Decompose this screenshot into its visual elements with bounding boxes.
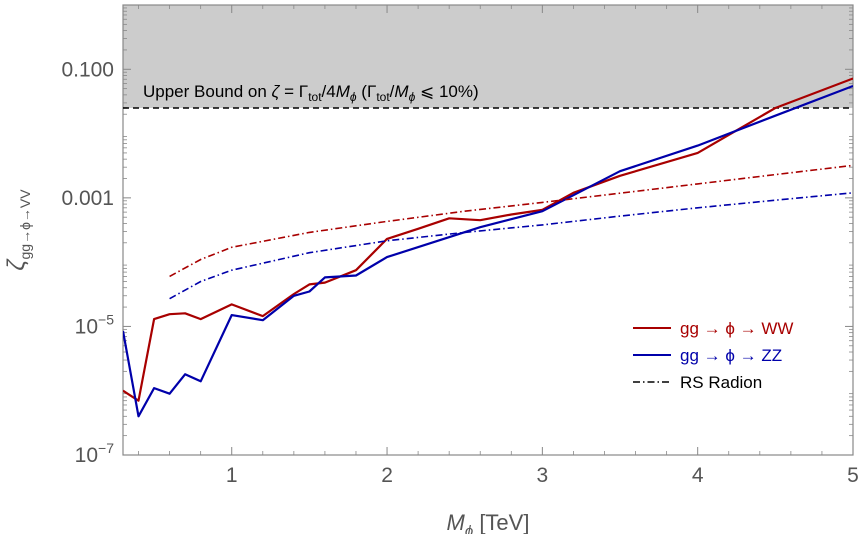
y-tick-label: 10−5 bbox=[75, 311, 115, 338]
legend-label: gg → ϕ → WW bbox=[680, 319, 793, 338]
x-axis-label: Mϕ [TeV] bbox=[447, 510, 530, 534]
x-tick-label: 2 bbox=[381, 464, 393, 487]
y-tick-label: 0.001 bbox=[61, 187, 114, 210]
y-tick-label: 0.100 bbox=[61, 58, 114, 81]
series-line-3 bbox=[169, 164, 853, 278]
legend-label: gg → ϕ → ZZ bbox=[680, 346, 782, 365]
x-tick-label: 4 bbox=[692, 464, 704, 487]
upper-bound-shaded-region bbox=[123, 5, 853, 108]
series-layer bbox=[123, 77, 853, 418]
x-tick-label: 1 bbox=[226, 464, 238, 487]
y-axis-label: ζgg→ϕ→VV bbox=[3, 189, 33, 271]
legend: gg → ϕ → WW gg → ϕ → ZZ RS Radion bbox=[633, 319, 793, 392]
plot-frame bbox=[122, 4, 854, 456]
upper-bound-label: Upper Bound on ζ = Γtot/4Mϕ (Γtot/Mϕ ⩽ 1… bbox=[143, 82, 479, 104]
series-line-4 bbox=[169, 192, 853, 300]
x-tick-label: 5 bbox=[847, 464, 859, 487]
x-tick-label: 3 bbox=[537, 464, 549, 487]
series-line-2 bbox=[123, 84, 853, 418]
axis-ticks: 1 2 3 4 5 10−7 10−5 0.001 0.100 bbox=[61, 5, 859, 487]
legend-label: RS Radion bbox=[680, 373, 762, 392]
y-tick-label: 10−7 bbox=[75, 440, 115, 467]
